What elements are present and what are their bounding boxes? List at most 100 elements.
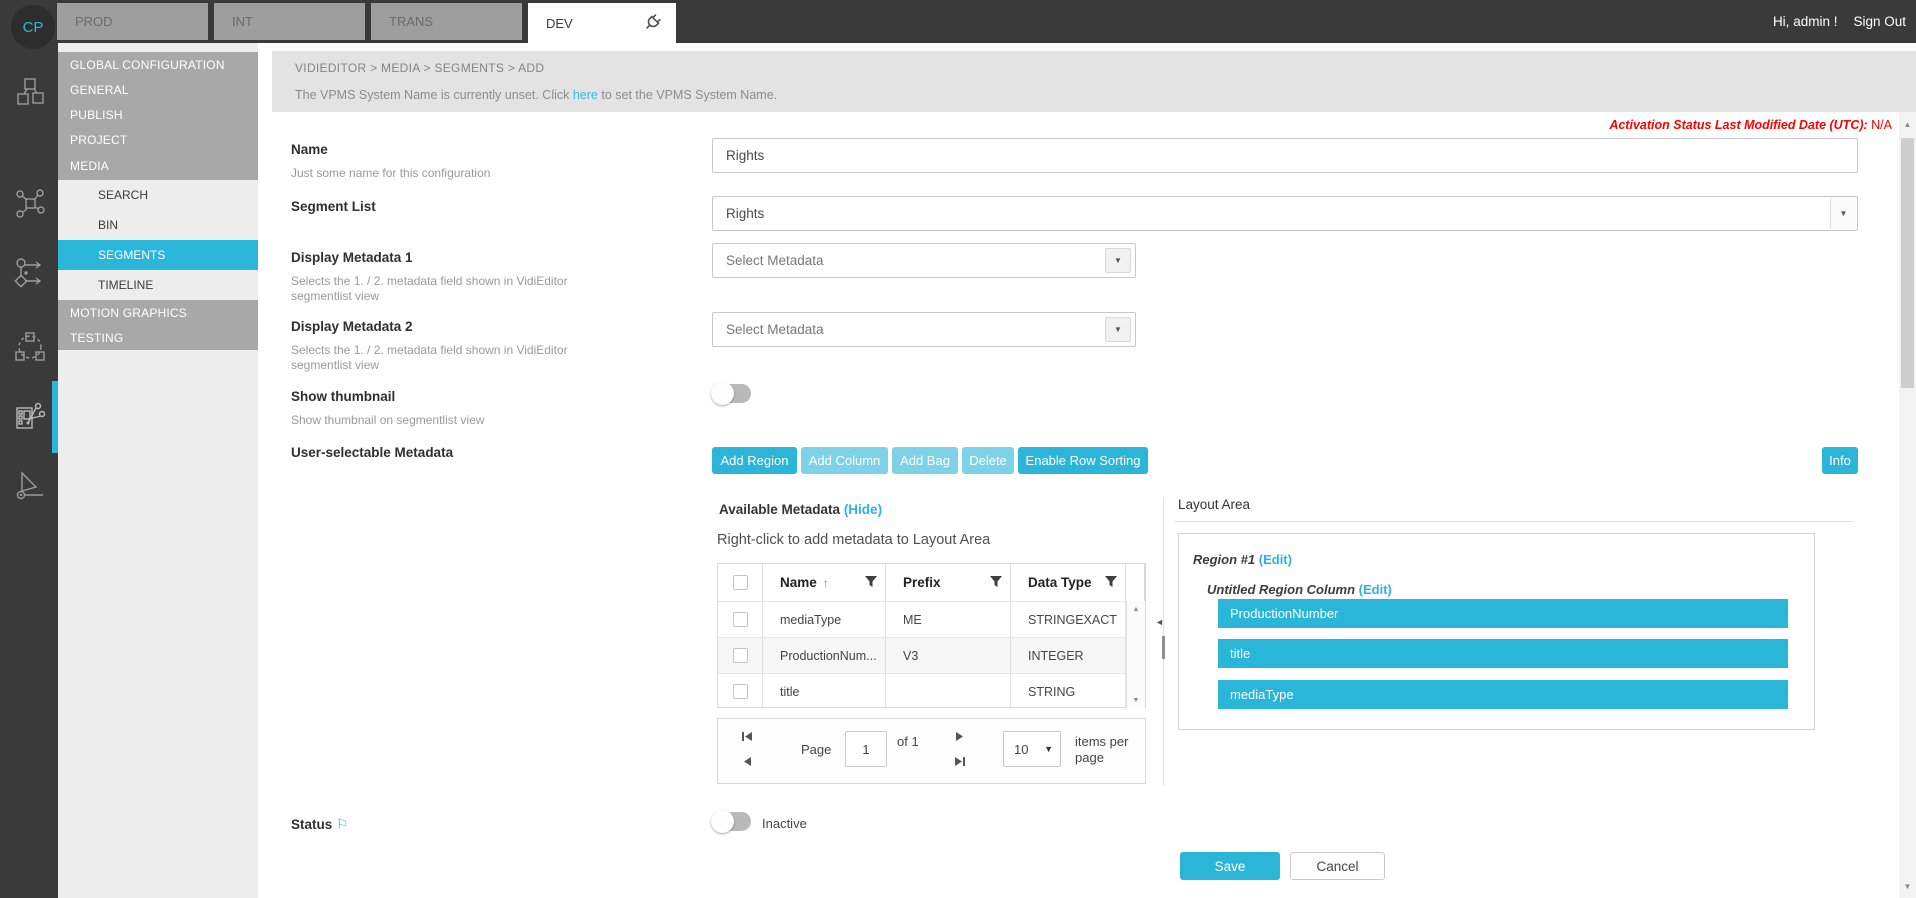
workflow-icon[interactable] [14, 188, 46, 220]
column-edit-link[interactable]: (Edit) [1358, 582, 1392, 597]
sidebar-item-motion-graphics[interactable]: MOTION GRAPHICS [58, 300, 258, 325]
splitter-collapse-icon[interactable]: ◄ [1155, 617, 1164, 627]
top-bar: CP PROD INT TRANS DEV Hi, admin ! Sign O… [0, 0, 1916, 49]
table-scrollbar[interactable]: ▲ ▼ [1126, 601, 1145, 708]
sidebar-item-search[interactable]: SEARCH [98, 188, 149, 202]
available-metadata-title: Available Metadata (Hide) [719, 502, 883, 517]
display-metadata-1-dropdown[interactable]: Select Metadata ▼ [712, 243, 1136, 278]
sidebar-item-bin[interactable]: BIN [98, 218, 119, 232]
filter-icon[interactable] [865, 576, 877, 588]
cancel-button[interactable]: Cancel [1290, 852, 1385, 880]
vidieditor-icon[interactable] [14, 401, 46, 433]
status-label: Status ⚐ [291, 816, 349, 832]
hide-link[interactable]: (Hide) [843, 502, 883, 517]
delete-button[interactable]: Delete [962, 447, 1014, 474]
sidebar-item-media[interactable]: MEDIA [58, 152, 258, 180]
add-bag-button[interactable]: Add Bag [892, 447, 958, 474]
filter-icon[interactable] [1105, 576, 1117, 588]
add-column-button[interactable]: Add Column [801, 447, 888, 474]
metadata-table: Name ↑ Prefix Data Type mediaType ME STR… [717, 563, 1146, 709]
sidebar-item-testing[interactable]: TESTING [58, 325, 258, 350]
page-label: Page [801, 742, 832, 757]
splitter-grip[interactable] [1162, 636, 1165, 659]
flag-icon[interactable]: ⚐ [336, 816, 349, 832]
name-help: Just some name for this configuration [291, 166, 491, 180]
env-tab-int[interactable]: INT [214, 3, 365, 40]
display-metadata-1-label: Display Metadata 1 [291, 250, 413, 265]
show-thumbnail-label: Show thumbnail [291, 389, 396, 404]
display-metadata-1-help: Selects the 1. / 2. metadata field shown… [291, 274, 568, 303]
scroll-up-icon[interactable]: ▲ [1903, 119, 1912, 129]
active-section-indicator [52, 381, 58, 453]
sidebar-item-project[interactable]: PROJECT [58, 127, 258, 152]
display-metadata-2-dropdown-arrow-icon[interactable]: ▼ [1105, 317, 1131, 342]
sidebar-item-segments[interactable]: SEGMENTS [58, 240, 258, 270]
sidebar-item-publish[interactable]: PUBLISH [58, 102, 258, 127]
scroll-down-icon[interactable]: ▼ [1903, 881, 1912, 891]
table-row[interactable]: mediaType ME STRINGEXACT [718, 601, 1145, 637]
select-all-checkbox[interactable] [732, 575, 748, 590]
first-page-icon[interactable] [741, 730, 755, 744]
header-band: VIDIEDITOR > MEDIA > SEGMENTS > ADD The … [272, 51, 1916, 112]
row-checkbox[interactable] [732, 684, 748, 699]
sidebar-item-timeline[interactable]: TIMELINE [98, 278, 154, 292]
sidebar-item-global-configuration[interactable]: GLOBAL CONFIGURATION [58, 52, 258, 77]
column-header-name[interactable]: Name ↑ [763, 564, 886, 601]
add-region-button[interactable]: Add Region [712, 447, 797, 474]
env-tab-prod[interactable]: PROD [57, 3, 208, 40]
show-thumbnail-help: Show thumbnail on segmentlist view [291, 413, 485, 427]
scroll-thumb[interactable] [1901, 138, 1914, 388]
layout-metadata-bar[interactable]: ProductionNumber [1218, 599, 1788, 628]
status-state-text: Inactive [762, 816, 807, 831]
prev-page-icon[interactable] [741, 755, 755, 769]
env-tab-trans[interactable]: TRANS [371, 3, 522, 40]
table-scroll-up-icon[interactable]: ▲ [1132, 605, 1140, 613]
segment-list-label: Segment List [291, 199, 376, 214]
show-thumbnail-toggle[interactable] [711, 382, 751, 405]
status-toggle[interactable] [711, 810, 751, 833]
filter-icon[interactable] [990, 576, 1002, 588]
select-arrow-icon: ▼ [1044, 744, 1053, 754]
app-logo: CP [11, 5, 55, 49]
name-label: Name [291, 142, 328, 157]
layout-metadata-bar[interactable]: title [1218, 639, 1788, 668]
layout-area-divider [1175, 521, 1853, 522]
segment-list-dropdown-arrow-icon[interactable]: ▼ [1830, 198, 1856, 229]
table-scroll-down-icon[interactable]: ▼ [1132, 696, 1140, 704]
table-row[interactable]: ProductionNum... V3 INTEGER [718, 637, 1145, 673]
motion-design-icon[interactable] [14, 469, 46, 501]
page-number-input[interactable]: 1 [845, 731, 887, 767]
vpms-here-link[interactable]: here [572, 88, 598, 102]
row-checkbox[interactable] [732, 648, 748, 663]
enable-row-sorting-button[interactable]: Enable Row Sorting [1018, 447, 1148, 474]
sign-out-link[interactable]: Sign Out [1853, 14, 1906, 29]
sidebar-item-general[interactable]: GENERAL [58, 77, 258, 102]
configuration-cubes-icon[interactable] [14, 76, 46, 108]
table-pager: Page 1 of 1 10 ▼ items per page [717, 718, 1146, 784]
page-scrollbar[interactable]: ▲ ▼ [1899, 112, 1916, 898]
activation-status-text: Activation Status Last Modified Date (UT… [1609, 118, 1892, 132]
column-header-prefix[interactable]: Prefix [886, 564, 1011, 601]
next-page-icon[interactable] [953, 730, 967, 744]
region-box: Region #1 (Edit) Untitled Region Column … [1178, 533, 1815, 730]
save-button[interactable]: Save [1180, 852, 1280, 880]
display-metadata-1-dropdown-arrow-icon[interactable]: ▼ [1105, 248, 1131, 273]
media-hub-icon[interactable] [14, 331, 46, 363]
env-tab-dev[interactable]: DEV [528, 3, 676, 43]
row-checkbox[interactable] [732, 612, 748, 627]
region-edit-link[interactable]: (Edit) [1258, 552, 1292, 567]
transfer-flow-icon[interactable] [14, 256, 46, 288]
table-row[interactable]: title STRING [718, 673, 1145, 709]
page-of-text: of 1 [897, 734, 919, 749]
info-button[interactable]: Info [1822, 447, 1858, 474]
layout-metadata-bar[interactable]: mediaType [1218, 680, 1788, 709]
name-input[interactable]: Rights [712, 138, 1858, 173]
column-header-data-type[interactable]: Data Type [1011, 564, 1126, 601]
region-column-title: Untitled Region Column (Edit) [1207, 582, 1392, 597]
icon-rail [0, 43, 58, 898]
last-page-icon[interactable] [953, 755, 967, 769]
display-metadata-2-dropdown[interactable]: Select Metadata ▼ [712, 312, 1136, 347]
segment-list-dropdown[interactable]: Rights ▼ [712, 196, 1858, 231]
page-size-select[interactable]: 10 ▼ [1003, 731, 1061, 767]
